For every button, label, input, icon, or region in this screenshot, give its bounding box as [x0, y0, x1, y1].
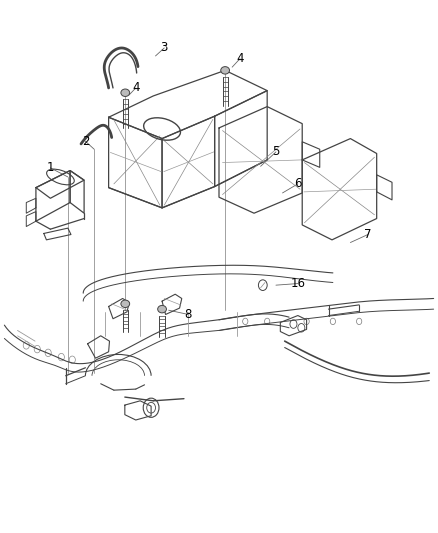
Ellipse shape: [121, 89, 130, 96]
Text: 4: 4: [132, 82, 140, 94]
Text: 8: 8: [185, 308, 192, 321]
Text: 2: 2: [81, 135, 89, 148]
Text: 6: 6: [294, 177, 302, 190]
Text: 4: 4: [236, 52, 244, 65]
Text: 7: 7: [364, 228, 372, 241]
Ellipse shape: [158, 305, 166, 313]
Text: 3: 3: [161, 42, 168, 54]
Text: 16: 16: [290, 277, 305, 290]
Ellipse shape: [221, 67, 230, 74]
Ellipse shape: [121, 300, 130, 308]
Text: 1: 1: [46, 161, 54, 174]
Text: 5: 5: [272, 146, 279, 158]
